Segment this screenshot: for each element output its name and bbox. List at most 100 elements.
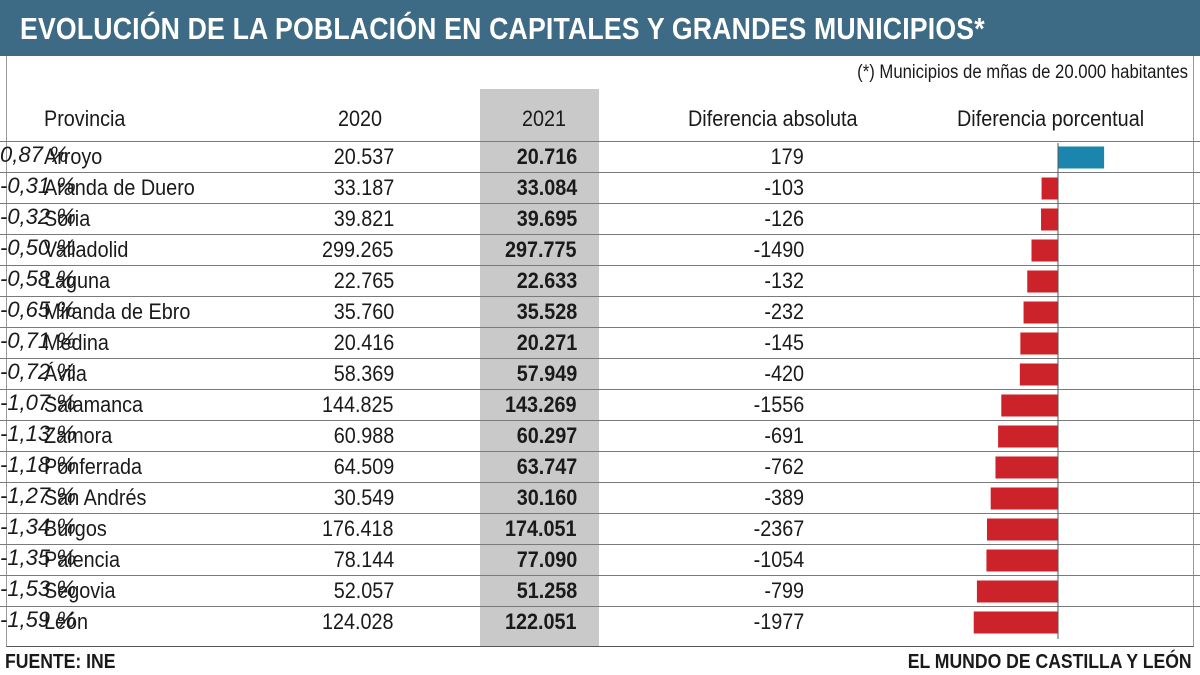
cell-diferencia-absoluta: -1490 (753, 237, 804, 262)
data-label-pct: -0,32 % (0, 204, 76, 229)
cell-provincia: Segovia (44, 578, 116, 603)
footer-source: FUENTE: INE (5, 651, 116, 673)
cell-2020: 78.144 (333, 547, 394, 572)
cell-2021: 60.297 (516, 423, 577, 448)
cell-2021: 33.084 (516, 175, 577, 200)
cell-diferencia-absoluta: -2367 (753, 516, 804, 541)
cell-2021: 143.269 (505, 392, 577, 417)
table-row: Ponferrada 64.509 63.747 -762 -1,18 % (0, 451, 1200, 482)
data-label-pct: -0,65 % (0, 297, 76, 322)
table-row: León 124.028 122.051 -1977 -1,59 % (0, 606, 1200, 637)
cell-2021: 39.695 (516, 206, 577, 231)
data-label-pct: -1,07 % (0, 390, 76, 415)
table-row: Aranda de Duero 33.187 33.084 -103 -0,31 % (0, 172, 1200, 203)
table-row: Arroyo 20.537 20.716 179 0,87 % (0, 141, 1200, 172)
data-label-pct: -0,31 % (0, 173, 76, 198)
data-label-pct: 0,87 % (0, 142, 69, 167)
table-row: Zamora 60.988 60.297 -691 -1,13 % (0, 420, 1200, 451)
cell-provincia: Valladolid (44, 237, 129, 262)
cell-2020: 52.057 (333, 578, 394, 603)
cell-diferencia-absoluta: -132 (764, 268, 804, 293)
table-row: Salamanca 144.825 143.269 -1556 -1,07 % (0, 389, 1200, 420)
table-row: Miranda de Ebro 35.760 35.528 -232 -0,65 % (0, 296, 1200, 327)
cell-2020: 144.825 (322, 392, 394, 417)
cell-2020: 176.418 (322, 516, 394, 541)
cell-2021: 30.160 (516, 485, 577, 510)
cell-diferencia-absoluta: -691 (764, 423, 804, 448)
cell-diferencia-absoluta: -126 (764, 206, 804, 231)
cell-2021: 22.633 (516, 268, 577, 293)
cell-diferencia-absoluta: -799 (764, 578, 804, 603)
header-provincia: Provincia (44, 106, 126, 131)
data-table: Arroyo 20.537 20.716 179 0,87 % Aranda de Due… (0, 141, 1200, 637)
cell-2021: 20.716 (516, 144, 577, 169)
cell-diferencia-absoluta: -232 (764, 299, 804, 324)
cell-diferencia-absoluta: -420 (764, 361, 804, 386)
cell-2020: 30.549 (333, 485, 394, 510)
cell-2021: 51.258 (516, 578, 577, 603)
cell-diferencia-absoluta: 179 (770, 144, 804, 169)
cell-provincia: Burgos (44, 516, 107, 541)
header-2020: 2020 (338, 106, 383, 131)
data-label-pct: -1,34 % (0, 514, 76, 539)
cell-diferencia-absoluta: -1556 (753, 392, 804, 417)
cell-2020: 124.028 (322, 609, 394, 634)
footnote: (*) Municipios de mñas de 20.000 habitan… (857, 62, 1188, 83)
cell-2020: 60.988 (333, 423, 394, 448)
cell-2021: 63.747 (516, 454, 577, 479)
table-row: Palencia 78.144 77.090 -1054 -1,35 % (0, 544, 1200, 575)
cell-provincia: Miranda de Ebro (44, 299, 191, 324)
cell-diferencia-absoluta: -1054 (753, 547, 804, 572)
cell-2021: 297.775 (505, 237, 577, 262)
cell-diferencia-absoluta: -389 (764, 485, 804, 510)
data-label-pct: -1,27 % (0, 483, 76, 508)
cell-provincia: León (44, 609, 89, 634)
table-row: Medina 20.416 20.271 -145 -0,71 % (0, 327, 1200, 358)
cell-2021: 174.051 (505, 516, 577, 541)
data-label-pct: -0,72 % (0, 359, 76, 384)
cell-2021: 20.271 (516, 330, 577, 355)
cell-provincia: Arroyo (44, 144, 103, 169)
cell-2020: 58.369 (333, 361, 394, 386)
table-row: Segovia 52.057 51.258 -799 -1,53 % (0, 575, 1200, 606)
header-diferencia-porcentual: Diferencia porcentual (957, 106, 1145, 131)
cell-provincia: Laguna (44, 268, 111, 293)
cell-provincia: Salamanca (44, 392, 144, 417)
cell-provincia: Medina (44, 330, 109, 355)
cell-diferencia-absoluta: -1977 (753, 609, 804, 634)
cell-provincia: Ponferrada (44, 454, 142, 479)
cell-provincia: Ávila (44, 361, 87, 386)
cell-provincia: Palencia (44, 547, 120, 572)
cell-2021: 57.949 (516, 361, 577, 386)
footer-brand: EL MUNDO DE CASTILLA Y LEÓN (908, 651, 1192, 673)
table-row: Burgos 176.418 174.051 -2367 -1,34 % (0, 513, 1200, 544)
chart-title: EVOLUCIÓN DE LA POBLACIÓN EN CAPITALES Y… (20, 11, 985, 46)
cell-2020: 20.416 (333, 330, 394, 355)
cell-2020: 20.537 (333, 144, 394, 169)
table-row: San Andrés 30.549 30.160 -389 -1,27 % (0, 482, 1200, 513)
data-label-pct: -1,53 % (0, 576, 76, 601)
data-label-pct: -1,35 % (0, 545, 76, 570)
cell-provincia: San Andrés (44, 485, 147, 510)
column-2021-highlight (480, 89, 599, 646)
table-row: Ávila 58.369 57.949 -420 -0,72 % (0, 358, 1200, 389)
cell-2020: 39.821 (333, 206, 394, 231)
cell-provincia: Aranda de Duero (44, 175, 195, 200)
chart-frame (6, 56, 1194, 647)
cell-2020: 35.760 (333, 299, 394, 324)
cell-provincia: Soria (44, 206, 91, 231)
table-row: Soria 39.821 39.695 -126 -0,32 % (0, 203, 1200, 234)
cell-2020: 64.509 (333, 454, 394, 479)
cell-diferencia-absoluta: -145 (764, 330, 804, 355)
header-diferencia-absoluta: Diferencia absoluta (688, 106, 858, 131)
cell-diferencia-absoluta: -103 (764, 175, 804, 200)
cell-2020: 22.765 (333, 268, 394, 293)
cell-2021: 122.051 (505, 609, 577, 634)
data-label-pct: -0,50 % (0, 235, 76, 260)
cell-2020: 33.187 (333, 175, 394, 200)
data-label-pct: -0,71 % (0, 328, 76, 353)
cell-diferencia-absoluta: -762 (764, 454, 804, 479)
header-2021: 2021 (522, 106, 567, 131)
data-label-pct: -1,18 % (0, 452, 76, 477)
table-row: Valladolid 299.265 297.775 -1490 -0,50 % (0, 234, 1200, 265)
